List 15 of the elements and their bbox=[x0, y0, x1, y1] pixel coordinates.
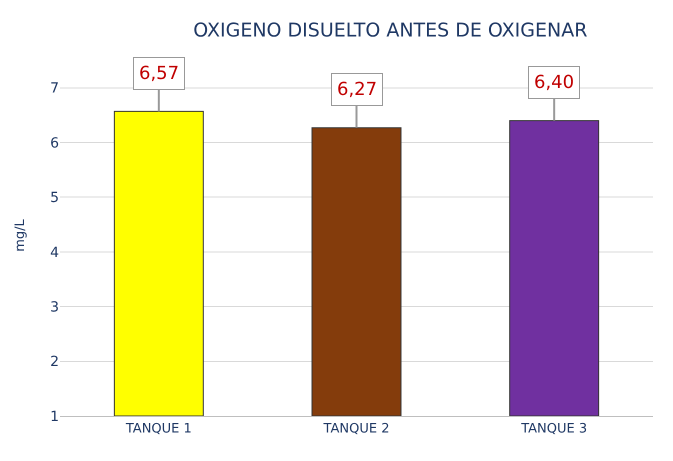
data-label: 6,57 bbox=[139, 63, 180, 84]
y-tick-label: 4 bbox=[50, 244, 60, 261]
y-tick-label: 2 bbox=[50, 354, 59, 370]
x-tick-label: TANQUE 1 bbox=[124, 422, 192, 437]
y-axis-title: mg/L bbox=[13, 218, 28, 252]
y-tick-label: 1 bbox=[50, 408, 59, 425]
data-label: 6,40 bbox=[534, 72, 574, 93]
chart-title: OXIGENO DISUELTO ANTES DE OXIGENAR bbox=[193, 19, 588, 42]
x-tick-label: TANQUE 2 bbox=[322, 422, 390, 437]
y-tick-label: 5 bbox=[50, 190, 59, 206]
y-tick-label: 7 bbox=[50, 80, 59, 97]
y-tick-label: 6 bbox=[50, 135, 60, 152]
data-label: 6,27 bbox=[337, 79, 378, 100]
y-tick-label: 3 bbox=[50, 300, 59, 316]
x-tick-label: TANQUE 3 bbox=[520, 422, 588, 437]
